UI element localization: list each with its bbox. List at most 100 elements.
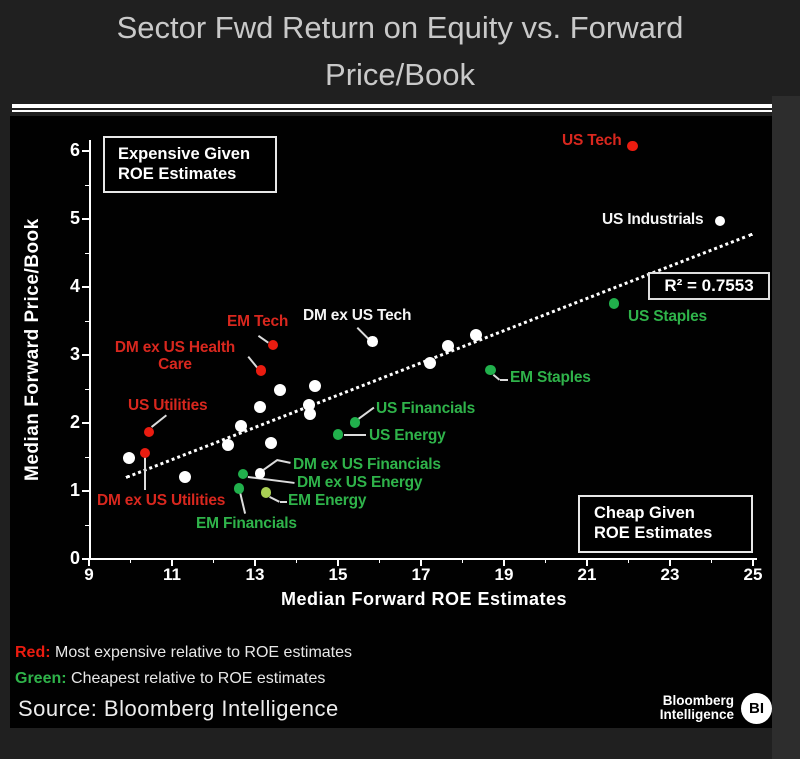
data-point-unlabeled	[222, 438, 235, 451]
y-major-tick	[82, 490, 90, 492]
y-minor-tick	[85, 252, 90, 254]
legend-green-text: Cheapest relative to ROE estimates	[66, 670, 326, 687]
x-major-tick	[171, 559, 173, 566]
data-point-unlabeled	[234, 419, 247, 432]
chart-panel	[10, 116, 772, 728]
x-major-tick	[752, 559, 754, 566]
data-point-us-tech	[627, 140, 638, 152]
y-minor-tick	[85, 184, 90, 186]
data-point-us-financials	[349, 417, 361, 428]
legend-red-text: Most expensive relative to ROE estimates	[50, 644, 353, 661]
data-point-unlabeled	[123, 452, 136, 465]
point-label: DM ex US Energy	[297, 474, 423, 491]
point-label: US Tech	[562, 132, 622, 149]
x-minor-tick	[711, 559, 712, 563]
point-label: US Financials	[376, 400, 476, 417]
expensive-annotation-box: Expensive Given ROE Estimates	[103, 136, 277, 193]
logo-line1: Bloomberg	[662, 693, 734, 708]
data-point-em-tech	[267, 339, 279, 351]
x-minor-tick	[462, 559, 463, 563]
point-label: EM Staples	[510, 369, 591, 386]
x-major-tick	[586, 559, 588, 566]
y-tick-label: 4	[69, 276, 80, 296]
data-point-us-industrials	[714, 215, 726, 227]
source-text: Source: Bloomberg Intelligence	[18, 696, 339, 721]
point-label: DM ex US Financials	[293, 456, 441, 473]
legend-green-row: Green: Cheapest relative to ROE estimate…	[15, 670, 325, 688]
y-tick-label: 5	[69, 208, 80, 228]
title-separator-top	[12, 104, 776, 108]
data-point-unlabeled	[178, 471, 191, 484]
y-tick-label: 3	[69, 344, 80, 364]
bi-logo-badge: BI	[741, 693, 772, 724]
x-major-tick	[337, 559, 339, 566]
x-minor-tick	[213, 559, 214, 563]
y-minor-tick	[85, 524, 90, 526]
x-tick-label: 17	[411, 565, 431, 584]
y-minor-tick	[85, 320, 90, 322]
leader-line	[500, 379, 508, 381]
data-point-us-energy	[332, 429, 344, 440]
x-major-tick	[420, 559, 422, 566]
y-minor-tick	[85, 388, 90, 390]
y-major-tick	[82, 286, 90, 288]
legend-green-key: Green:	[15, 670, 67, 687]
data-point-dm-ex-us-financials	[254, 468, 266, 479]
x-major-tick	[88, 559, 90, 566]
x-tick-label: 11	[163, 565, 181, 584]
x-major-tick	[503, 559, 505, 566]
point-label: US Staples	[628, 308, 707, 325]
y-tick-label: 6	[69, 140, 80, 160]
data-point-us-utilities	[143, 426, 155, 438]
y-major-tick	[82, 558, 90, 560]
bloomberg-intelligence-logo: Bloomberg Intelligence	[630, 694, 734, 721]
point-label: DM ex US Health Care	[114, 339, 236, 373]
data-point-unlabeled	[273, 383, 286, 396]
x-tick-label: 13	[245, 565, 265, 584]
page-title: Sector Fwd Return on Equity vs. Forward …	[0, 4, 800, 98]
x-tick-label: 25	[743, 565, 763, 584]
y-tick-label: 2	[69, 412, 80, 432]
legend-red-row: Red: Most expensive relative to ROE esti…	[15, 644, 352, 662]
page-title-line1: Sector Fwd Return on Equity vs. Forward	[116, 10, 684, 45]
x-tick-label: 23	[660, 565, 680, 584]
data-point-unlabeled	[265, 436, 278, 449]
logo-line2: Intelligence	[659, 706, 734, 722]
x-minor-tick	[130, 559, 131, 563]
data-point-unlabeled	[424, 357, 437, 370]
x-minor-tick	[379, 559, 380, 563]
leader-line	[280, 501, 287, 503]
data-point-unlabeled	[469, 329, 482, 342]
r-squared-box: R² = 0.7553	[648, 272, 770, 300]
x-tick-label: 9	[84, 565, 94, 584]
data-point-unlabeled	[309, 379, 322, 392]
title-separator-bottom	[12, 110, 776, 112]
point-label: DM ex US Utilities	[97, 492, 226, 509]
point-label: EM Energy	[288, 492, 367, 509]
cheap-annotation-box: Cheap Given ROE Estimates	[578, 495, 753, 553]
data-point-dm-ex-us-energy	[237, 468, 249, 480]
legend-red-key: Red:	[15, 644, 51, 661]
point-label: US Energy	[369, 427, 446, 444]
y-tick-label: 1	[69, 480, 80, 500]
y-minor-tick	[85, 456, 90, 458]
point-label: EM Tech	[227, 313, 289, 330]
data-point-us-staples	[608, 298, 620, 309]
x-minor-tick	[296, 559, 297, 563]
point-label: EM Financials	[196, 515, 297, 532]
x-axis-title: Median Forward ROE Estimates	[280, 589, 568, 609]
y-major-tick	[82, 218, 90, 220]
y-major-tick	[82, 422, 90, 424]
point-label: US Utilities	[128, 397, 208, 414]
point-label: DM ex US Tech	[303, 307, 412, 324]
right-edge-band	[772, 96, 800, 759]
y-major-tick	[82, 354, 90, 356]
x-minor-tick	[545, 559, 546, 563]
data-point-unlabeled	[304, 408, 317, 421]
data-point-em-energy	[260, 487, 272, 498]
leader-line	[144, 456, 146, 490]
data-point-unlabeled	[441, 340, 454, 353]
x-minor-tick	[628, 559, 629, 563]
y-axis-line	[89, 140, 91, 560]
